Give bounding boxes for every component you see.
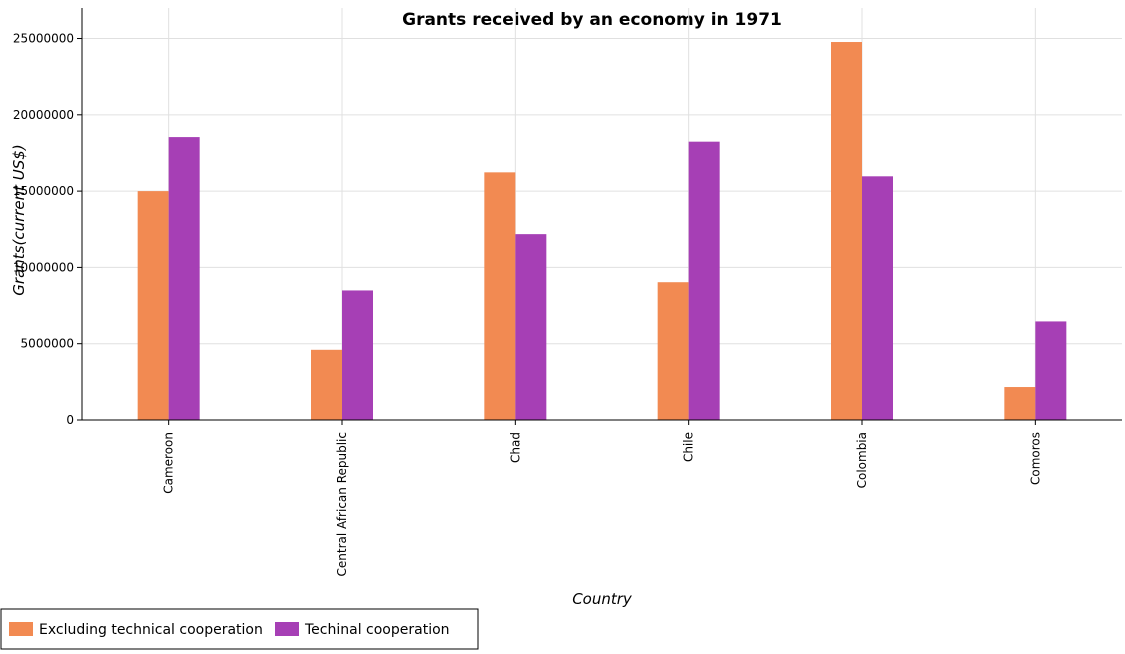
bar-chile-series-2 xyxy=(688,141,720,420)
bar-cameroon-series-1 xyxy=(137,191,169,420)
bar-chile-series-1 xyxy=(657,282,689,420)
x-tick-label: Cameroon xyxy=(162,432,176,494)
x-tick-label: Chile xyxy=(682,432,696,462)
legend-box xyxy=(0,608,479,650)
bar-colombia-series-1 xyxy=(831,42,862,421)
x-tick-label: Chad xyxy=(508,432,522,463)
y-tick-label: 20000000 xyxy=(13,108,74,122)
bar-chad-series-2 xyxy=(515,234,547,420)
bars xyxy=(137,42,1067,421)
bar-cameroon-series-2 xyxy=(168,137,200,421)
y-tick-label: 5000000 xyxy=(21,337,74,351)
grid-lines xyxy=(82,8,1122,421)
bar-comoros-series-2 xyxy=(1035,321,1067,420)
chart-title: Grants received by an economy in 1971 xyxy=(402,10,782,30)
x-tick-label: Central African Republic xyxy=(335,432,349,576)
legend-swatch xyxy=(9,622,33,636)
x-tick-label: Comoros xyxy=(1028,432,1042,485)
y-tick-label: 10000000 xyxy=(13,260,74,274)
legend-label: Excluding technical cooperation xyxy=(39,622,263,638)
bar-central-african-republic-series-2 xyxy=(342,290,373,420)
bar-central-african-republic-series-1 xyxy=(311,349,342,420)
x-tick-label: Colombia xyxy=(855,432,869,488)
bar-comoros-series-1 xyxy=(1004,387,1036,420)
legend: Excluding technical cooperation Techinal … xyxy=(0,608,479,650)
y-tick-label: 0 xyxy=(66,413,74,427)
bar-chad-series-1 xyxy=(484,172,516,420)
bar-colombia-series-2 xyxy=(862,176,893,420)
axes: 0 5000000 10000000 15000000 20000000 25000000… xyxy=(13,8,1122,576)
legend-label: Techinal cooperation xyxy=(304,622,450,638)
y-tick-label: 15000000 xyxy=(13,184,74,198)
y-tick-label: 25000000 xyxy=(13,32,74,46)
y-axis-label: Grants(current US$) xyxy=(10,144,28,295)
legend-swatch xyxy=(275,622,299,636)
x-axis-label: Country xyxy=(572,590,633,608)
